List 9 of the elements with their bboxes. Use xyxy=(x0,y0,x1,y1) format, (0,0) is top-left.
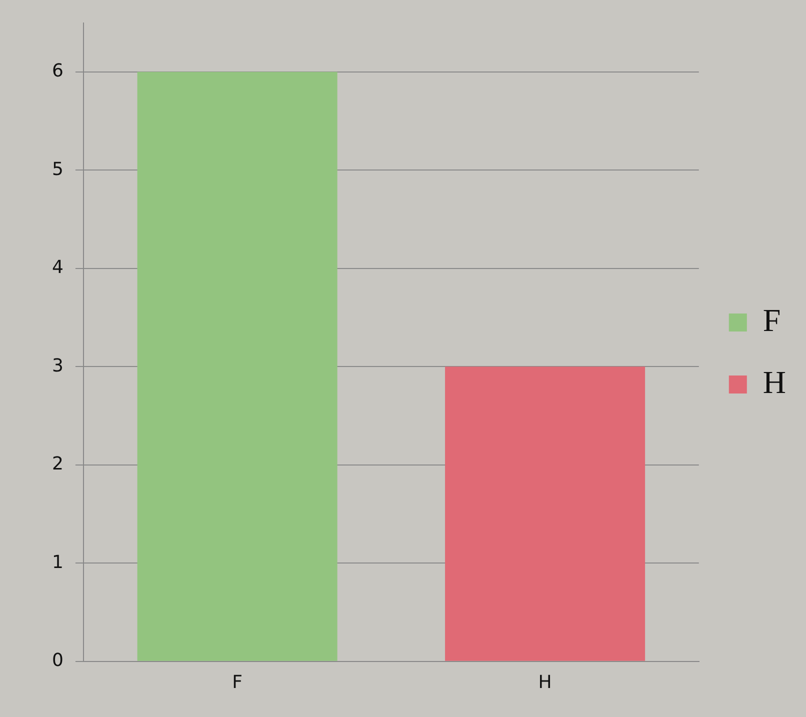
y-tick-label: 1 xyxy=(52,552,64,573)
legend-label: F xyxy=(762,302,781,338)
y-tick-label: 0 xyxy=(52,650,64,672)
y-tick-label: 5 xyxy=(52,158,64,180)
y-tick-label: 3 xyxy=(52,355,64,376)
y-tick-label: 4 xyxy=(52,257,64,278)
y-tick-label: 2 xyxy=(52,454,64,475)
legend-label: H xyxy=(762,364,786,400)
y-tick-label: 6 xyxy=(52,60,64,82)
